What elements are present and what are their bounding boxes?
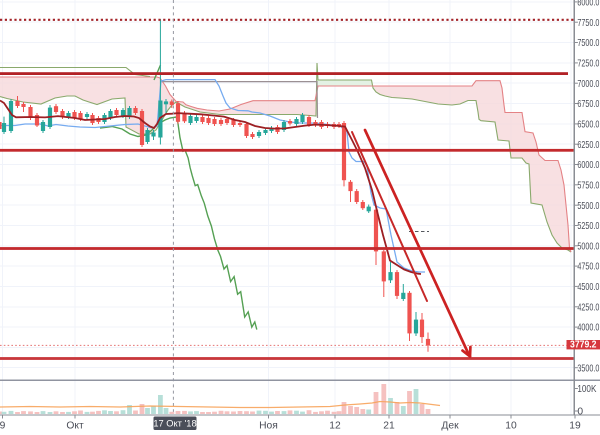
svg-text:0: 0 — [577, 407, 583, 418]
svg-text:Окт: Окт — [66, 421, 84, 432]
svg-text:4500.0: 4500.0 — [577, 282, 599, 293]
svg-text:4250.0: 4250.0 — [577, 302, 599, 313]
svg-text:100K: 100K — [577, 384, 596, 395]
svg-text:7250.0: 7250.0 — [577, 59, 599, 70]
svg-text:6750.0: 6750.0 — [577, 99, 599, 110]
svg-text:4750.0: 4750.0 — [577, 262, 599, 273]
svg-text:12: 12 — [329, 421, 341, 432]
svg-text:6500.0: 6500.0 — [577, 120, 599, 131]
svg-text:9: 9 — [0, 421, 6, 432]
svg-text:17 Окт '18: 17 Окт '18 — [153, 418, 196, 428]
svg-text:10: 10 — [505, 421, 517, 432]
svg-text:3779.2: 3779.2 — [570, 340, 597, 351]
svg-text:Дек: Дек — [441, 421, 459, 432]
svg-text:7500.0: 7500.0 — [577, 38, 599, 49]
svg-text:4000.0: 4000.0 — [577, 323, 599, 334]
svg-text:6000.0: 6000.0 — [577, 160, 599, 171]
svg-text:7000.0: 7000.0 — [577, 79, 599, 90]
svg-text:5750.0: 5750.0 — [577, 180, 599, 191]
svg-text:6250.0: 6250.0 — [577, 140, 599, 151]
svg-text:5500.0: 5500.0 — [577, 201, 599, 212]
svg-text:3500.0: 3500.0 — [577, 363, 599, 374]
svg-text:7750.0: 7750.0 — [577, 18, 599, 29]
svg-text:5250.0: 5250.0 — [577, 221, 599, 232]
svg-text:19: 19 — [569, 421, 581, 432]
svg-text:8000.0: 8000.0 — [577, 0, 599, 9]
svg-text:5000.0: 5000.0 — [577, 241, 599, 252]
svg-text:21: 21 — [383, 421, 395, 432]
svg-text:Ноя: Ноя — [259, 421, 278, 432]
